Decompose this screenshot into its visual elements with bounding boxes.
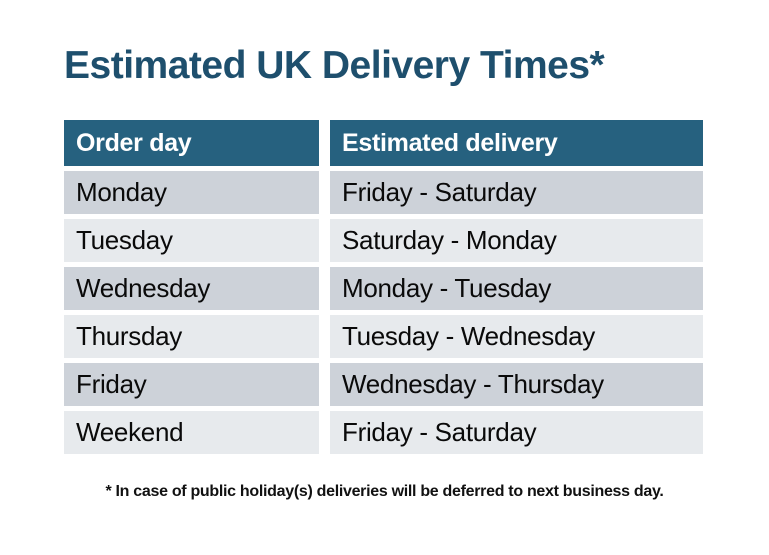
table-row: Wednesday Monday - Tuesday [64, 267, 703, 310]
cell-order-day: Friday [64, 363, 319, 406]
page-title: Estimated UK Delivery Times* [64, 44, 605, 87]
cell-estimated-delivery: Saturday - Monday [330, 219, 703, 262]
cell-estimated-delivery: Wednesday - Thursday [330, 363, 703, 406]
delivery-times-table: Order day Estimated delivery Monday Frid… [64, 120, 703, 454]
cell-estimated-delivery: Monday - Tuesday [330, 267, 703, 310]
cell-order-day: Monday [64, 171, 319, 214]
table-row: Monday Friday - Saturday [64, 171, 703, 214]
cell-estimated-delivery: Friday - Saturday [330, 171, 703, 214]
column-header-estimated-delivery: Estimated delivery [330, 120, 703, 166]
table-row: Thursday Tuesday - Wednesday [64, 315, 703, 358]
cell-estimated-delivery: Tuesday - Wednesday [330, 315, 703, 358]
footnote: * In case of public holiday(s) deliverie… [105, 483, 664, 500]
table-row: Weekend Friday - Saturday [64, 411, 703, 454]
table-row: Friday Wednesday - Thursday [64, 363, 703, 406]
cell-estimated-delivery: Friday - Saturday [330, 411, 703, 454]
table-row: Tuesday Saturday - Monday [64, 219, 703, 262]
cell-order-day: Wednesday [64, 267, 319, 310]
cell-order-day: Tuesday [64, 219, 319, 262]
table-header-row: Order day Estimated delivery [64, 120, 703, 166]
column-header-order-day: Order day [64, 120, 319, 166]
cell-order-day: Weekend [64, 411, 319, 454]
cell-order-day: Thursday [64, 315, 319, 358]
